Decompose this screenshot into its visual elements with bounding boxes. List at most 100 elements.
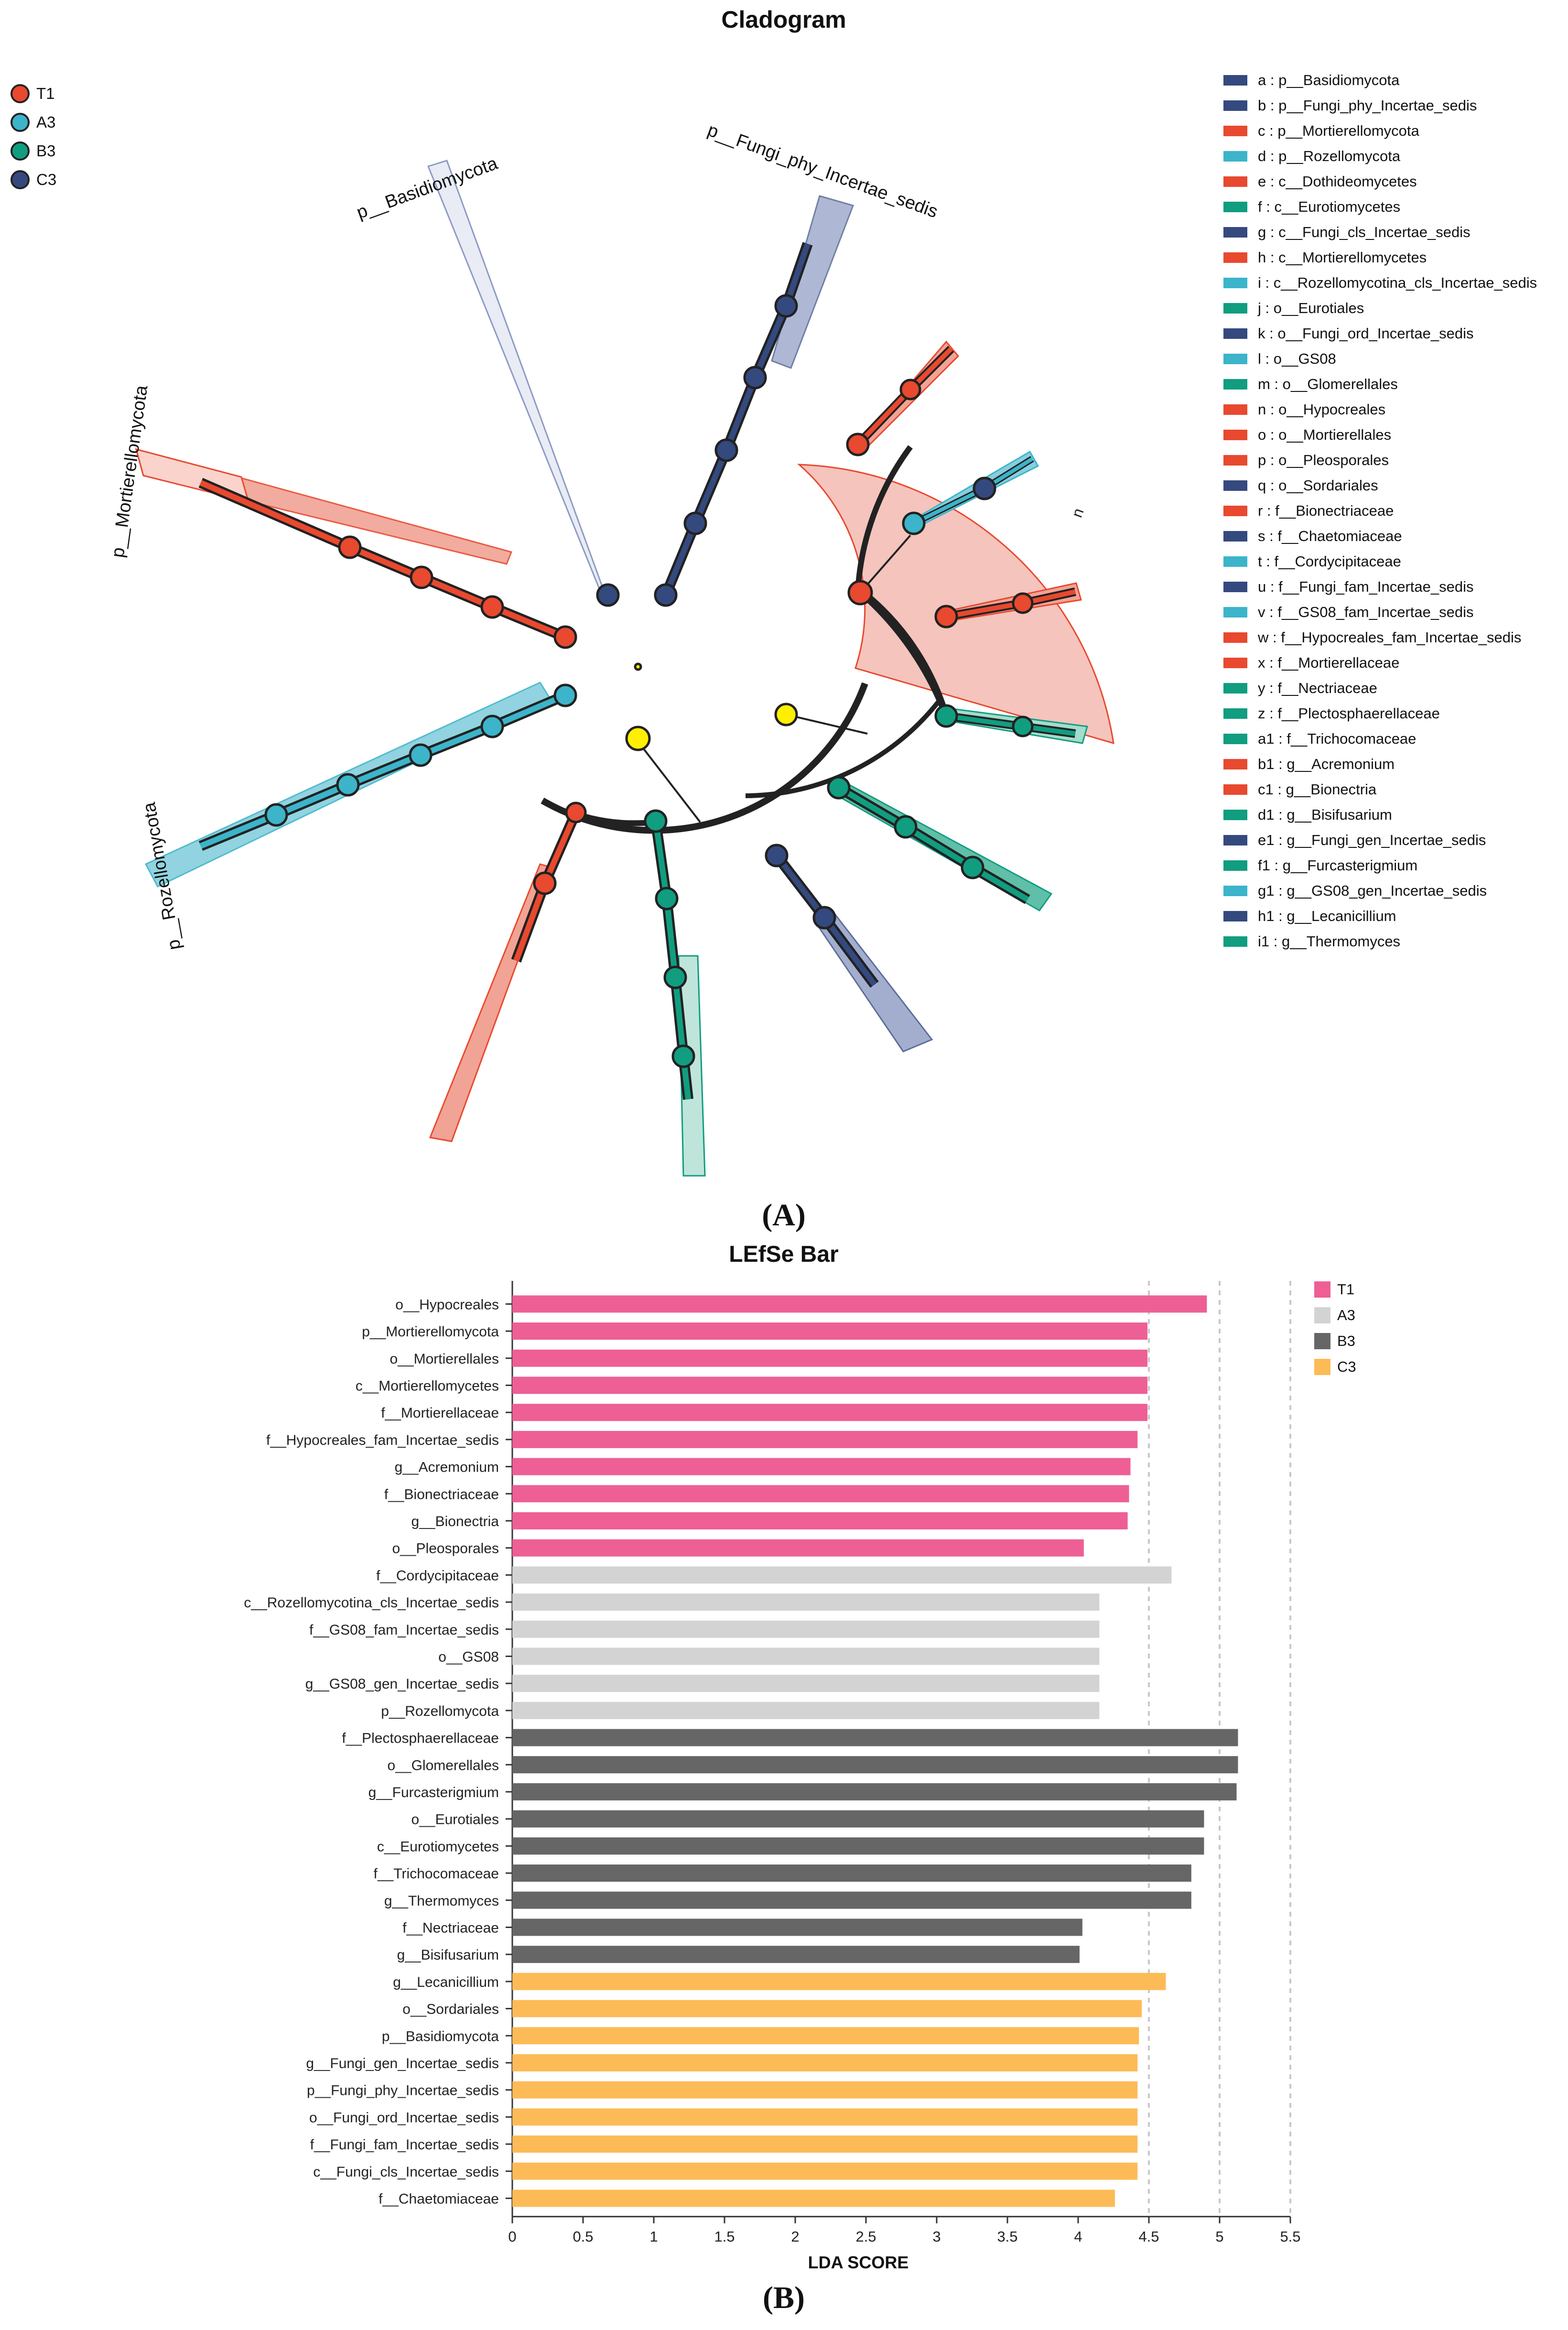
node <box>894 815 918 839</box>
key-swatch-icon <box>1223 911 1247 921</box>
bar <box>512 1756 1238 1774</box>
cladogram-key-item: w : f__Hypocreales_fam_Incertae_sedis <box>1223 629 1521 646</box>
cladogram-key-item: c1 : g__Bionectria <box>1223 781 1376 798</box>
panel-label-a: (A) <box>762 1198 806 1233</box>
bar <box>512 1620 1100 1638</box>
node <box>714 438 738 462</box>
key-swatch-icon <box>1223 506 1247 516</box>
bar <box>512 1431 1138 1448</box>
bar-label: g__Bisifusarium <box>397 1947 499 1963</box>
cladogram-key-item: x : f__Mortierellaceae <box>1223 654 1399 672</box>
bar <box>512 1349 1148 1367</box>
panel-label-b: (B) <box>763 2280 805 2315</box>
x-tick-label: 3.5 <box>997 2228 1017 2245</box>
bar-label: o__Sordariales <box>402 2002 499 2017</box>
lefse-legend-label: B3 <box>1337 1333 1355 1349</box>
bar-label: o__GS08 <box>438 1649 499 1665</box>
key-swatch-icon <box>1223 556 1247 567</box>
node <box>655 887 679 910</box>
bar-label: g__Lecanicillium <box>393 1974 499 1990</box>
node <box>1012 715 1034 737</box>
tree-arc <box>541 682 868 834</box>
cladogram-title: Cladogram <box>721 6 846 33</box>
cladogram-key-item: y : f__Nectriaceae <box>1223 680 1377 697</box>
node <box>663 965 687 989</box>
node <box>625 726 651 751</box>
key-swatch-icon <box>1223 480 1247 491</box>
cladogram-key-item: m : o__Glomerellales <box>1223 376 1398 393</box>
key-swatch-icon <box>1223 759 1247 769</box>
x-tick-label: 3 <box>932 2228 941 2245</box>
lefse-legend-label: A3 <box>1337 1307 1355 1323</box>
group-legend-item: B3 <box>11 141 55 161</box>
key-label: v : f__GS08_fam_Incertae_sedis <box>1258 604 1474 620</box>
node <box>847 580 873 606</box>
ascomycota-arc <box>745 696 943 798</box>
bar-label: f__Fungi_fam_Incertae_sedis <box>310 2137 499 2153</box>
legend-swatch-icon <box>1314 1281 1330 1298</box>
bar-label: o__Hypocreales <box>395 1297 499 1312</box>
x-tick-label: 2.5 <box>855 2228 876 2245</box>
key-swatch-icon <box>1223 607 1247 618</box>
lefse-legend-label: T1 <box>1337 1281 1355 1298</box>
node <box>1012 592 1034 614</box>
bar <box>512 1647 1100 1665</box>
node <box>480 715 504 738</box>
sordario-arc <box>855 445 913 592</box>
edge <box>786 714 868 735</box>
node <box>336 773 360 797</box>
branch-mortierellomycota-color <box>199 480 567 640</box>
cladogram-key-item: k : o__Fungi_ord_Incertae_sedis <box>1223 325 1474 342</box>
bar <box>512 1322 1148 1340</box>
key-label: r : f__Bionectriaceae <box>1258 502 1394 519</box>
key-swatch-icon <box>1223 252 1247 263</box>
cladogram-key-item: e1 : g__Fungi_gen_Incertae_sedis <box>1223 832 1486 849</box>
bar-label: f__Trichocomaceae <box>374 1866 499 1882</box>
key-swatch-icon <box>1223 404 1247 415</box>
node <box>480 595 504 619</box>
cladogram-key-item: v : f__GS08_fam_Incertae_sedis <box>1223 604 1473 621</box>
key-label: x : f__Mortierellaceae <box>1258 654 1400 671</box>
cladogram-key-item: a1 : f__Trichocomaceae <box>1223 730 1416 748</box>
group-dot-icon <box>11 84 30 103</box>
x-tick-label: 0 <box>508 2228 516 2245</box>
cladogram-key-item: n : o__Hypocreales <box>1223 401 1385 418</box>
cladogram-key-item: s : f__Chaetomiaceae <box>1223 528 1402 545</box>
x-tick-label: 2 <box>791 2228 799 2245</box>
key-label: d : p__Rozellomycota <box>1258 148 1401 164</box>
cladogram-key-item: i1 : g__Thermomyces <box>1223 933 1400 950</box>
bar <box>512 2108 1138 2126</box>
key-swatch-icon <box>1223 202 1247 212</box>
bar-label: c__Rozellomycotina_cls_Incertae_sedis <box>244 1595 499 1611</box>
key-swatch-icon <box>1223 100 1247 111</box>
branch-glomerellales-color <box>837 785 1029 902</box>
bar-label: g__Fungi_gen_Incertae_sedis <box>306 2056 499 2071</box>
lefse-bar-chart: LEfSe Bar o__Hypocreales p__Mortierellomyc… <box>244 1242 1300 2272</box>
bar-label: p__Basidiomycota <box>382 2028 499 2044</box>
key-label: c1 : g__Bionectria <box>1258 781 1377 798</box>
bar-label: o__Pleosporales <box>392 1541 499 1557</box>
cladogram-key-item: h1 : g__Lecanicillium <box>1223 908 1396 925</box>
key-swatch-icon <box>1223 734 1247 744</box>
key-label: y : f__Nectriaceae <box>1258 680 1377 696</box>
bar-label: p__Rozellomycota <box>381 1703 499 1719</box>
key-label: f1 : g__Furcasterigmium <box>1258 857 1418 874</box>
cladogram-key-item: o : o__Mortierellales <box>1223 426 1391 444</box>
bar <box>512 1512 1128 1529</box>
lefse-legend-item: A3 <box>1314 1307 1355 1324</box>
clade-label-basidiomycota: p__Basidiomycota <box>354 153 501 223</box>
bar <box>512 1376 1148 1394</box>
bar <box>512 1918 1082 1936</box>
lefse-legend-label: C3 <box>1337 1358 1356 1375</box>
key-label: b1 : g__Acremonium <box>1258 756 1395 772</box>
group-legend-label: B3 <box>36 142 56 160</box>
bar-label: c__Mortierellomycetes <box>356 1378 499 1394</box>
key-label: s : f__Chaetomiaceae <box>1258 528 1402 544</box>
key-swatch-icon <box>1223 455 1247 466</box>
node <box>671 1044 695 1068</box>
bar <box>512 1972 1166 1990</box>
node <box>683 511 707 535</box>
node <box>934 704 958 728</box>
basidiomycota-wedge <box>427 160 604 591</box>
node <box>264 803 288 827</box>
